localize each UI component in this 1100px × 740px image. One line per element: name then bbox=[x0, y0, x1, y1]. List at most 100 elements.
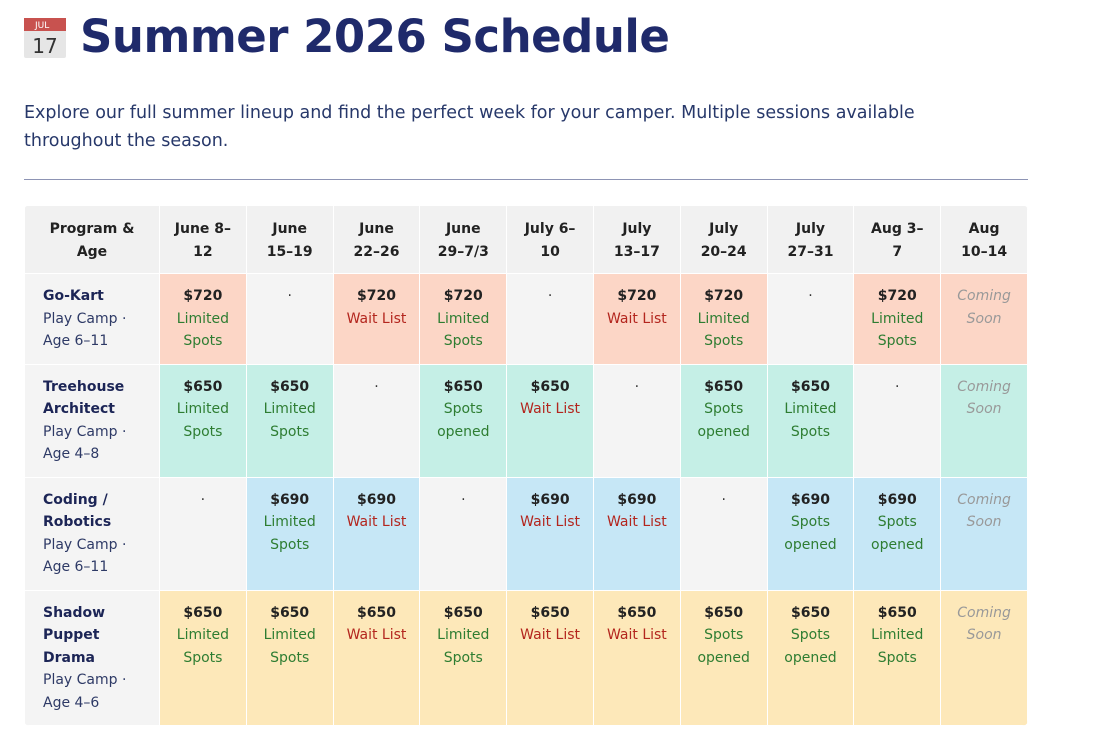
price: $650 bbox=[790, 604, 830, 621]
session-cell: · bbox=[245, 273, 334, 365]
note: Coming Soon bbox=[957, 378, 1011, 418]
availability: Spots opened bbox=[784, 627, 837, 666]
page-title: Summer 2026 Schedule bbox=[80, 10, 670, 63]
session-cell: $690 Spots opened bbox=[853, 476, 942, 591]
session-cell: $650 Limited Spots bbox=[766, 363, 855, 478]
calendar-month: JUL bbox=[34, 21, 49, 31]
availability: Limited Spots bbox=[871, 627, 924, 666]
price: $650 bbox=[443, 604, 483, 621]
note: Coming Soon bbox=[957, 604, 1011, 644]
calendar-day: 17 bbox=[32, 34, 57, 58]
availability: Limited Spots bbox=[697, 310, 750, 350]
session-cell: Coming Soon bbox=[940, 476, 1028, 591]
price: $650 bbox=[530, 604, 570, 621]
program-row: Go-Kart Play Camp · Age 6–11 $720 Limited S… bbox=[24, 273, 1028, 365]
session-cell: Coming Soon bbox=[940, 273, 1028, 365]
no-session: · bbox=[895, 378, 900, 395]
price: $650 bbox=[530, 378, 570, 395]
availability: Spots opened bbox=[871, 514, 924, 553]
price: $720 bbox=[183, 288, 223, 304]
program-cell: Go-Kart Play Camp · Age 6–11 bbox=[24, 273, 160, 365]
session-cell: $690 Limited Spots bbox=[245, 476, 334, 591]
price: $650 bbox=[270, 378, 310, 395]
session-cell: · bbox=[679, 476, 768, 591]
session-cell: $650 Wait List bbox=[592, 589, 681, 726]
note: Coming Soon bbox=[957, 288, 1011, 327]
no-session: · bbox=[808, 288, 813, 304]
session-cell: Coming Soon bbox=[940, 589, 1028, 726]
availability: Limited Spots bbox=[263, 627, 316, 666]
session-cell: $650 Limited Spots bbox=[853, 589, 942, 726]
session-cell: $650 Limited Spots bbox=[245, 589, 334, 726]
session-cell: $650 Limited Spots bbox=[159, 589, 247, 726]
availability: Spots opened bbox=[437, 401, 490, 440]
availability: Limited Spots bbox=[176, 627, 229, 666]
program-detail: Play Camp · Age 6–11 bbox=[43, 310, 127, 350]
schedule-table: Program & Age June 8–12 June 15–19 June 22–… bbox=[24, 205, 1028, 726]
price: $650 bbox=[790, 378, 830, 395]
availability: Wait List bbox=[520, 401, 580, 417]
price: $720 bbox=[704, 288, 744, 304]
price: $720 bbox=[877, 288, 917, 304]
price: $720 bbox=[443, 288, 483, 304]
session-cell: $650 Wait List bbox=[332, 589, 421, 726]
price: $720 bbox=[357, 288, 396, 304]
session-cell: $650 Limited Spots bbox=[245, 363, 334, 478]
program-cell: Coding / Robotics Play Camp · Age 6–11 bbox=[24, 476, 160, 591]
price: $650 bbox=[704, 604, 744, 621]
program-name: Coding / Robotics bbox=[43, 491, 112, 531]
program-name: Treehouse Architect bbox=[43, 378, 125, 418]
session-cell: $690 Wait List bbox=[332, 476, 421, 591]
program-name: Shadow Puppet Drama bbox=[43, 604, 106, 666]
calendar-icon: JUL 17 bbox=[24, 18, 66, 58]
session-cell: · bbox=[419, 476, 508, 591]
session-cell: · bbox=[159, 476, 247, 591]
session-cell: · bbox=[766, 273, 855, 365]
availability: Limited Spots bbox=[263, 401, 316, 440]
column-header: July 6–10 bbox=[506, 205, 594, 274]
column-header: July 27–31 bbox=[766, 205, 855, 274]
session-cell: $650 Spots opened bbox=[419, 363, 508, 478]
availability: Wait List bbox=[346, 627, 407, 643]
session-cell: · bbox=[592, 363, 681, 478]
column-header: July 20–24 bbox=[679, 205, 768, 274]
description: Explore our full summer lineup and find … bbox=[24, 103, 915, 151]
session-cell: Coming Soon bbox=[940, 363, 1028, 478]
price: $690 bbox=[617, 491, 657, 508]
program-detail: Play Camp · Age 4–6 bbox=[43, 672, 127, 711]
price: $650 bbox=[443, 378, 483, 395]
availability: Limited Spots bbox=[871, 310, 924, 350]
no-session: · bbox=[374, 378, 379, 395]
header-row: Program & Age June 8–12 June 15–19 June 22–… bbox=[24, 205, 1028, 274]
availability: Wait List bbox=[520, 514, 580, 530]
column-header: Aug 3–7 bbox=[853, 205, 942, 274]
session-cell: $690 Wait List bbox=[592, 476, 681, 591]
price: $650 bbox=[183, 604, 223, 621]
session-cell: $720 Wait List bbox=[332, 273, 421, 365]
availability: Spots opened bbox=[697, 627, 750, 666]
program-detail: Play Camp · Age 4–8 bbox=[43, 423, 127, 463]
session-cell: $720 Limited Spots bbox=[853, 273, 942, 365]
availability: Limited Spots bbox=[176, 401, 229, 440]
session-cell: · bbox=[332, 363, 421, 478]
session-cell: $720 Limited Spots bbox=[159, 273, 247, 365]
program-cell: Shadow Puppet Drama Play Camp · Age 4–6 bbox=[24, 589, 160, 726]
program-cell: Treehouse Architect Play Camp · Age 4–8 bbox=[24, 363, 160, 478]
availability: Limited Spots bbox=[437, 310, 490, 350]
program-name: Go-Kart bbox=[43, 288, 104, 304]
price: $690 bbox=[790, 491, 830, 508]
price: $650 bbox=[617, 604, 657, 621]
column-header: July 13–17 bbox=[592, 205, 681, 274]
availability: Wait List bbox=[346, 310, 407, 327]
session-cell: $650 Spots opened bbox=[766, 589, 855, 726]
program-detail: Play Camp · Age 6–11 bbox=[43, 536, 127, 576]
no-session: · bbox=[200, 491, 206, 508]
session-cell: $650 Limited Spots bbox=[419, 589, 508, 726]
no-session: · bbox=[634, 378, 640, 395]
availability: Limited Spots bbox=[263, 514, 316, 553]
availability: Limited Spots bbox=[176, 310, 229, 350]
session-cell: $650 Limited Spots bbox=[159, 363, 247, 478]
no-session: · bbox=[287, 288, 292, 304]
session-cell: $720 Wait List bbox=[592, 273, 681, 365]
